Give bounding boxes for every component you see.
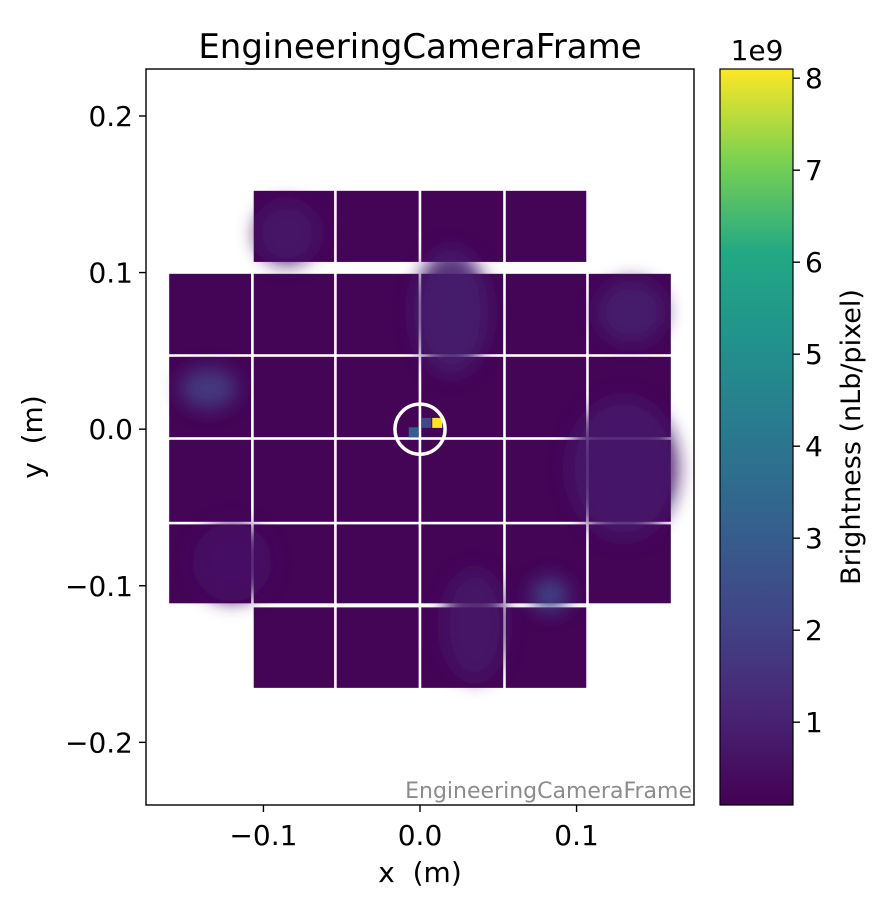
x-axis-ticks: −0.1 0.0 0.1 [229,805,599,852]
colorbar-tick-label: 5 [805,338,823,371]
brightness-glow-regions [180,202,679,680]
y-tick-label: 0.0 [88,413,133,446]
y-tick-label: 0.1 [88,257,133,290]
y-axis-label: y (m) [16,395,49,479]
raft-tile [334,521,422,606]
y-tick-label: 0.2 [88,100,133,133]
y-axis-ticks: 0.2 0.1 0.0 −0.1 −0.2 [65,100,146,759]
raft-tile [251,354,337,440]
glow-region [180,368,237,409]
x-tick-label: −0.1 [229,819,297,852]
raft-tile [166,271,254,357]
glow-region [413,249,489,375]
raft-tiles [166,188,674,691]
raft-tile [334,188,422,265]
boresight-circle-marker [393,402,447,456]
colorbar-ticks: 1 2 3 4 5 6 7 8 [793,62,823,739]
colorbar-tick-label: 4 [805,430,823,463]
y-tick-label: −0.1 [65,570,133,603]
raft-tile [251,437,337,525]
colorbar-tick-label: 7 [805,154,823,187]
glow-region [192,523,272,602]
raft-tile [334,354,422,440]
bright-pixel [432,417,443,428]
colorbar-multiplier: 1e9 [731,34,784,67]
colorbar-tick-label: 2 [805,614,823,647]
colorbar-tick-label: 6 [805,246,823,279]
x-tick-label: 0.1 [554,819,599,852]
bright-pixel [421,417,432,428]
raft-tile [503,271,589,357]
colorbar-tick-label: 3 [805,522,823,555]
raft-tile [418,437,506,525]
raft-tile [503,188,589,265]
y-tick-label: −0.2 [65,726,133,759]
glow-region [568,397,679,539]
frame-watermark: EngineeringCameraFrame [405,779,692,804]
colorbar-label: Brightness (nLb/pixel) [836,289,867,585]
plot-area [166,188,679,691]
x-axis-label: x (m) [378,856,462,889]
colorbar [719,68,794,806]
bright-pixel-markers [408,417,443,438]
raft-tile [334,271,422,357]
raft-tile [166,437,254,525]
raft-tile [503,354,589,440]
x-tick-label: 0.0 [398,819,443,852]
raft-tile [503,604,589,691]
glow-region [531,577,569,613]
glow-region [596,280,666,344]
raft-tile [251,604,337,691]
colorbar-tick-label: 1 [805,706,823,739]
raft-tile [334,437,422,525]
bright-pixel [408,427,419,438]
glow-region [443,570,507,680]
glow-region [255,202,319,265]
raft-tile [251,271,337,357]
raft-tile [334,604,422,691]
chart-title: EngineeringCameraFrame [198,27,641,67]
colorbar-tick-label: 8 [805,62,823,95]
